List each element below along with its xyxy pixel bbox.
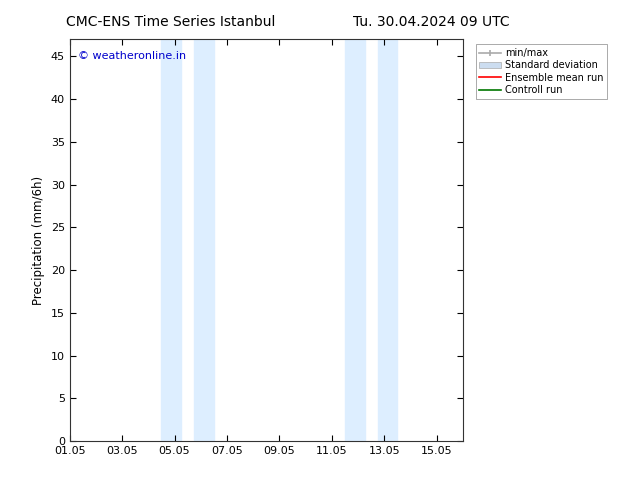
Text: Tu. 30.04.2024 09 UTC: Tu. 30.04.2024 09 UTC <box>353 15 510 29</box>
Bar <box>345 39 365 441</box>
Text: © weatheronline.in: © weatheronline.in <box>77 51 186 61</box>
Bar <box>162 39 181 441</box>
Legend: min/max, Standard deviation, Ensemble mean run, Controll run: min/max, Standard deviation, Ensemble me… <box>476 44 607 99</box>
Bar <box>194 39 214 441</box>
Y-axis label: Precipitation (mm/6h): Precipitation (mm/6h) <box>32 175 45 305</box>
Bar <box>378 39 398 441</box>
Text: CMC-ENS Time Series Istanbul: CMC-ENS Time Series Istanbul <box>67 15 276 29</box>
